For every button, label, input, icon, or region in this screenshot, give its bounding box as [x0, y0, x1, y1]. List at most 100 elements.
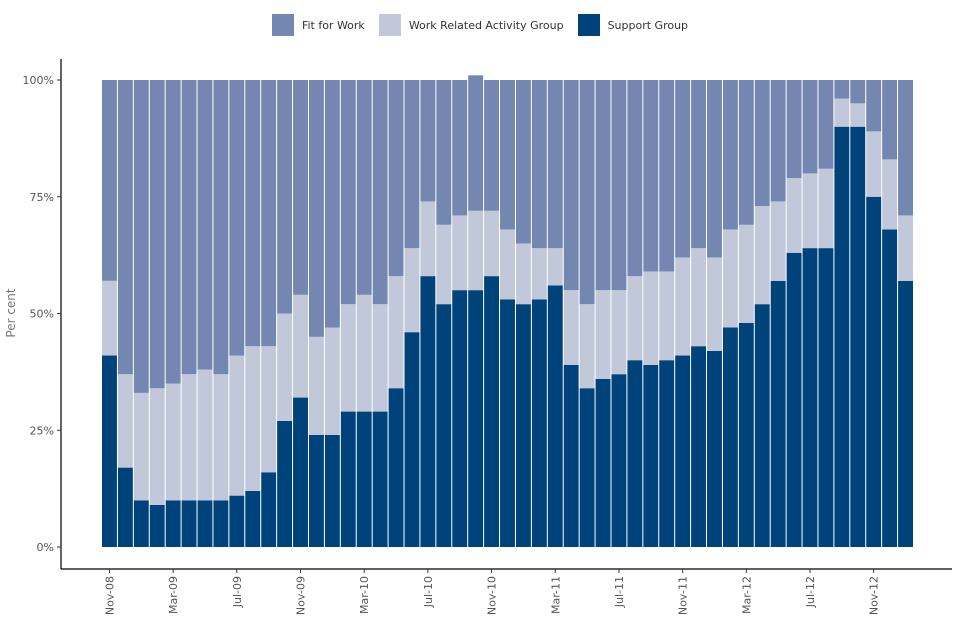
bar-segment-work-related-activity-group-38 [707, 257, 722, 351]
legend-item-support-group[interactable]: Support Group [577, 14, 688, 36]
y-axis-label: Per cent [4, 288, 18, 338]
bar-segment-work-related-activity-group-25 [500, 229, 515, 300]
bar-segment-support-group-46 [834, 126, 850, 547]
bar-segment-support-group-23 [468, 290, 484, 547]
bar-segment-support-group-15 [340, 411, 356, 547]
bar-segment-support-group-47 [850, 126, 866, 547]
bar-segment-support-group-17 [372, 411, 388, 547]
bar-segment-support-group-14 [324, 434, 340, 547]
x-tick-label: Jul-12 [804, 576, 817, 608]
bar-segment-work-related-activity-group-40 [738, 224, 754, 323]
bar-segment-support-group-39 [722, 327, 738, 547]
x-tick-label: Nov-08 [103, 576, 116, 615]
bar-segment-fit-for-work-41 [754, 80, 770, 207]
bar-segment-support-group-28 [547, 285, 563, 547]
bar-segment-support-group-26 [515, 304, 531, 547]
bar-segment-support-group-25 [500, 299, 515, 547]
bar-segment-fit-for-work-7 [213, 80, 229, 375]
bars-layer [102, 75, 913, 548]
legend-swatch-support-group [577, 14, 600, 36]
bar-segment-work-related-activity-group-45 [818, 168, 834, 249]
bar-segment-fit-for-work-43 [786, 80, 802, 179]
bar-segment-work-related-activity-group-2 [133, 392, 149, 501]
legend-item-wrag[interactable]: Work Related Activity Group [378, 14, 564, 36]
bar-segment-fit-for-work-3 [149, 80, 165, 389]
bar-segment-fit-for-work-28 [547, 80, 563, 249]
legend-item-fit-for-work[interactable]: Fit for Work [271, 14, 365, 36]
bar-segment-support-group-2 [133, 500, 149, 547]
bar-segment-support-group-3 [149, 504, 165, 547]
bar-segment-fit-for-work-5 [181, 80, 197, 375]
bar-segment-support-group-29 [563, 364, 579, 547]
bar-segment-fit-for-work-19 [404, 80, 420, 249]
bar-segment-work-related-activity-group-49 [882, 159, 898, 230]
bar-segment-fit-for-work-11 [277, 80, 293, 314]
bar-segment-fit-for-work-29 [563, 80, 579, 291]
bar-segment-work-related-activity-group-43 [786, 178, 802, 253]
bar-segment-fit-for-work-44 [802, 80, 818, 174]
bar-segment-fit-for-work-2 [133, 80, 149, 393]
bar-segment-fit-for-work-22 [452, 80, 468, 216]
bar-segment-fit-for-work-16 [356, 80, 372, 295]
bar-segment-support-group-19 [404, 332, 420, 547]
x-tick-label: Mar-11 [549, 576, 562, 614]
bar-segment-work-related-activity-group-8 [229, 355, 245, 496]
bar-segment-support-group-42 [770, 280, 786, 547]
x-tick-label: Mar-12 [740, 576, 753, 614]
legend-swatch-fit-for-work [271, 14, 294, 36]
bar-segment-support-group-48 [866, 196, 882, 547]
bar-segment-support-group-7 [213, 500, 229, 547]
bar-segment-work-related-activity-group-28 [547, 248, 563, 286]
y-tick-label: 25% [30, 424, 54, 437]
y-tick-label: 75% [30, 191, 54, 204]
bar-segment-fit-for-work-17 [372, 80, 388, 305]
bar-segment-fit-for-work-4 [165, 80, 181, 384]
bar-segment-support-group-41 [754, 304, 770, 547]
bar-segment-work-related-activity-group-31 [595, 290, 611, 379]
bar-segment-work-related-activity-group-5 [181, 374, 197, 501]
bar-segment-fit-for-work-0 [102, 80, 117, 281]
bar-segment-fit-for-work-9 [245, 80, 261, 347]
bar-segment-support-group-18 [388, 388, 404, 547]
bar-segment-support-group-50 [898, 280, 913, 547]
bar-segment-support-group-16 [356, 411, 372, 547]
bar-segment-support-group-13 [308, 434, 324, 547]
x-tick-label: Nov-12 [868, 576, 881, 615]
bar-segment-work-related-activity-group-20 [420, 201, 436, 277]
bar-segment-work-related-activity-group-41 [754, 206, 770, 305]
bar-segment-fit-for-work-42 [770, 80, 786, 202]
bar-segment-fit-for-work-49 [882, 80, 898, 160]
bar-segment-support-group-34 [643, 364, 659, 547]
bar-segment-work-related-activity-group-46 [834, 98, 850, 127]
bar-segment-support-group-10 [261, 472, 277, 547]
legend-label-fit-for-work: Fit for Work [301, 18, 365, 32]
bar-segment-support-group-36 [675, 355, 691, 547]
axes-layer: 0% 25% 50% 75% 100% Nov-08 Mar-09 Jul-09 Nov-09 M… [23, 59, 952, 615]
bar-segment-work-related-activity-group-17 [372, 304, 388, 412]
bar-segment-support-group-40 [738, 322, 754, 547]
bar-segment-support-group-1 [117, 467, 133, 547]
bar-segment-work-related-activity-group-23 [468, 210, 484, 291]
bar-segment-support-group-49 [882, 229, 898, 547]
bar-segment-fit-for-work-47 [850, 80, 866, 104]
bar-segment-work-related-activity-group-9 [245, 346, 261, 491]
bar-segment-work-related-activity-group-44 [802, 173, 818, 249]
bar-segment-fit-for-work-26 [515, 80, 531, 244]
bar-segment-fit-for-work-13 [308, 80, 324, 337]
bar-segment-fit-for-work-15 [340, 80, 356, 305]
x-tick-label: Jul-11 [613, 576, 626, 608]
bar-segment-work-related-activity-group-29 [563, 290, 579, 365]
bar-segment-support-group-30 [579, 388, 595, 547]
bar-segment-support-group-12 [293, 397, 308, 547]
bar-segment-support-group-38 [707, 350, 722, 547]
bar-segment-work-related-activity-group-10 [261, 346, 277, 473]
bar-segment-support-group-4 [165, 500, 181, 547]
legend-swatch-wrag [378, 14, 401, 36]
bar-segment-support-group-5 [181, 500, 197, 547]
bar-segment-fit-for-work-18 [388, 80, 404, 277]
bar-segment-work-related-activity-group-50 [898, 215, 913, 281]
bar-segment-fit-for-work-32 [611, 80, 627, 291]
bar-segment-fit-for-work-31 [595, 80, 611, 291]
bar-segment-support-group-20 [420, 276, 436, 547]
x-tick-label: Nov-11 [677, 576, 690, 615]
